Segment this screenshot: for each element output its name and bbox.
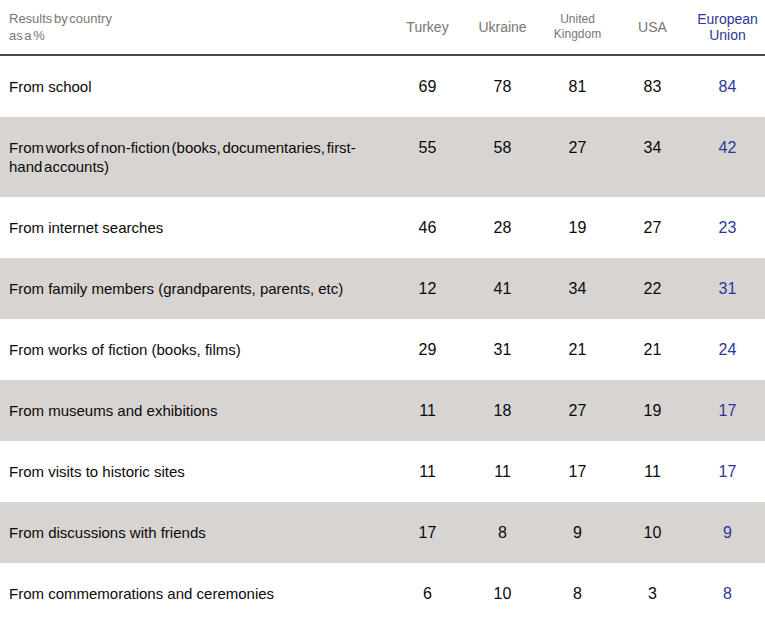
- value-cell-european-union: 84: [690, 56, 765, 117]
- row-label: From commemorations and ceremonies: [0, 563, 390, 624]
- column-header-ukraine: Ukraine: [465, 19, 540, 35]
- value-cell-usa: 34: [615, 117, 690, 197]
- value-cell-united-kingdom: 27: [540, 117, 615, 197]
- value-cell-united-kingdom: 17: [540, 441, 615, 502]
- value-cell-united-kingdom: 9: [540, 502, 615, 563]
- value-cell-united-kingdom: 34: [540, 258, 615, 319]
- table-row-from-discussions-with-friends: From discussions with friends 17 8 9 10 …: [0, 502, 765, 563]
- value-cell-usa: 27: [615, 197, 690, 258]
- value-cell-usa: 11: [615, 441, 690, 502]
- value-cell-turkey: 55: [390, 117, 465, 197]
- column-header-usa: USA: [615, 19, 690, 35]
- value-cell-ukraine: 31: [465, 319, 540, 380]
- value-cell-european-union: 17: [690, 441, 765, 502]
- row-label: From visits to historic sites: [0, 441, 390, 502]
- value-cell-usa: 3: [615, 563, 690, 624]
- value-cell-european-union: 31: [690, 258, 765, 319]
- results-by-country-table: Results by country as a % Turkey Ukraine…: [0, 0, 765, 626]
- column-header-turkey: Turkey: [390, 19, 465, 35]
- value-cell-united-kingdom: 21: [540, 319, 615, 380]
- corner-label: Results by country as a %: [0, 10, 390, 44]
- value-cell-united-kingdom: 81: [540, 56, 615, 117]
- table-header-row: Results by country as a % Turkey Ukraine…: [0, 0, 765, 56]
- value-cell-ukraine: 58: [465, 117, 540, 197]
- value-cell-turkey: 69: [390, 56, 465, 117]
- table-row-from-works-of-fiction: From works of fiction (books, films) 29 …: [0, 319, 765, 380]
- value-cell-turkey: 11: [390, 380, 465, 441]
- value-cell-ukraine: 8: [465, 502, 540, 563]
- value-cell-european-union: 9: [690, 502, 765, 563]
- value-cell-united-kingdom: 8: [540, 563, 615, 624]
- value-cell-usa: 83: [615, 56, 690, 117]
- value-cell-european-union: 8: [690, 563, 765, 624]
- value-cell-turkey: 29: [390, 319, 465, 380]
- table-row-from-works-of-non-fiction: From works of non-fiction (books, docume…: [0, 117, 765, 197]
- value-cell-turkey: 46: [390, 197, 465, 258]
- corner-label-line1: Results by country: [9, 10, 390, 27]
- value-cell-ukraine: 18: [465, 380, 540, 441]
- table-row-from-school: From school 69 78 81 83 84: [0, 56, 765, 117]
- value-cell-ukraine: 11: [465, 441, 540, 502]
- row-label: From works of non-fiction (books, docume…: [0, 117, 390, 197]
- value-cell-ukraine: 78: [465, 56, 540, 117]
- value-cell-usa: 10: [615, 502, 690, 563]
- value-cell-european-union: 23: [690, 197, 765, 258]
- table-row-from-internet-searches: From internet searches 46 28 19 27 23: [0, 197, 765, 258]
- value-cell-ukraine: 28: [465, 197, 540, 258]
- row-label: From school: [0, 56, 390, 117]
- table-row-from-museums-and-exhibitions: From museums and exhibitions 11 18 27 19…: [0, 380, 765, 441]
- value-cell-united-kingdom: 19: [540, 197, 615, 258]
- column-header-united-kingdom: United Kingdom: [540, 12, 615, 42]
- value-cell-usa: 22: [615, 258, 690, 319]
- table-row-from-family-members: From family members (grandparents, paren…: [0, 258, 765, 319]
- table-row-from-visits-to-historic-sites: From visits to historic sites 11 11 17 1…: [0, 441, 765, 502]
- value-cell-turkey: 11: [390, 441, 465, 502]
- value-cell-turkey: 12: [390, 258, 465, 319]
- value-cell-turkey: 17: [390, 502, 465, 563]
- row-label: From family members (grandparents, paren…: [0, 258, 390, 319]
- value-cell-european-union: 17: [690, 380, 765, 441]
- column-header-european-union: European Union: [690, 11, 765, 43]
- value-cell-usa: 19: [615, 380, 690, 441]
- row-label: From works of fiction (books, films): [0, 319, 390, 380]
- value-cell-ukraine: 10: [465, 563, 540, 624]
- value-cell-united-kingdom: 27: [540, 380, 615, 441]
- value-cell-usa: 21: [615, 319, 690, 380]
- value-cell-ukraine: 41: [465, 258, 540, 319]
- row-label: From internet searches: [0, 197, 390, 258]
- row-label: From museums and exhibitions: [0, 380, 390, 441]
- corner-label-line2: as a %: [9, 27, 390, 44]
- value-cell-european-union: 42: [690, 117, 765, 197]
- table-row-from-commemorations-and-ceremonies: From commemorations and ceremonies 6 10 …: [0, 563, 765, 624]
- value-cell-turkey: 6: [390, 563, 465, 624]
- value-cell-european-union: 24: [690, 319, 765, 380]
- row-label: From discussions with friends: [0, 502, 390, 563]
